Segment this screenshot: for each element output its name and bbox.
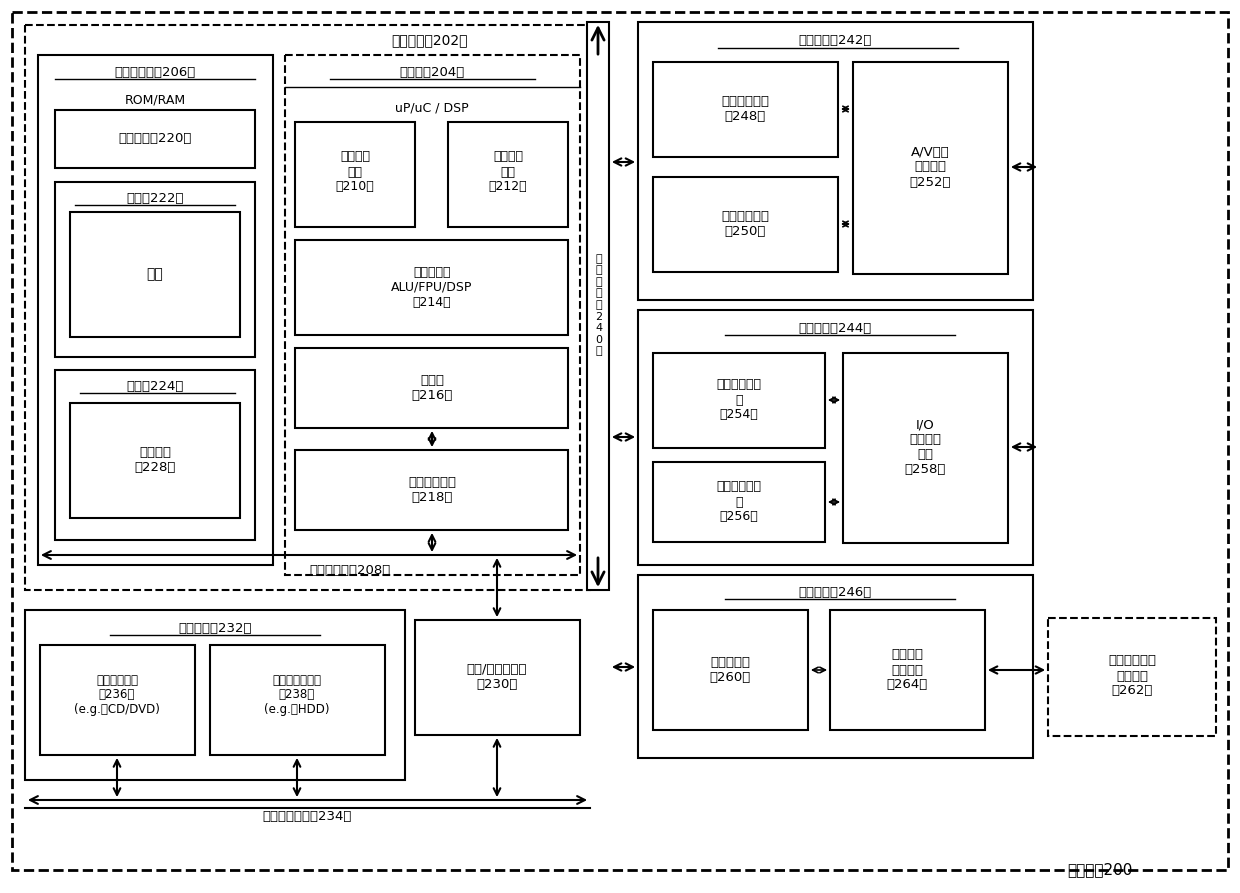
Text: 二级高速
缓存
（212）: 二级高速 缓存 （212） [489, 151, 527, 194]
Text: 总
口
总
线
（
2
4
0
）: 总 口 总 线 （ 2 4 0 ） [595, 254, 603, 356]
Bar [653, 462, 825, 542]
Text: 程序数据
（228）: 程序数据 （228） [134, 446, 176, 474]
Bar [25, 610, 405, 780]
Text: 系统存储器（206）: 系统存储器（206） [114, 65, 196, 79]
Text: 其他计算设备
（多个）
（262）: 其他计算设备 （多个） （262） [1109, 655, 1156, 697]
Text: 储存设备（232）: 储存设备（232） [179, 622, 252, 635]
Text: ROM/RAM: ROM/RAM [124, 94, 186, 106]
Bar [1048, 618, 1216, 736]
Bar [40, 645, 195, 755]
Bar [639, 22, 1033, 300]
Text: 网络控制器
（260）: 网络控制器 （260） [709, 656, 750, 684]
Text: 图像处理单元
（248）: 图像处理单元 （248） [720, 95, 769, 123]
Text: 并行接口控制
器
（256）: 并行接口控制 器 （256） [717, 480, 761, 523]
Bar [55, 370, 255, 540]
Bar [639, 575, 1033, 758]
Bar [653, 177, 838, 272]
Text: 外围接口（244）: 外围接口（244） [799, 321, 872, 335]
Text: 通信设备（246）: 通信设备（246） [799, 586, 872, 598]
Text: 一级高速
缓存
（210）: 一级高速 缓存 （210） [336, 151, 374, 194]
Text: 计算设备200: 计算设备200 [1068, 863, 1132, 878]
Bar [295, 122, 415, 227]
Text: 存储器总线（208）: 存储器总线（208） [309, 563, 391, 577]
Bar [587, 22, 609, 590]
Bar [295, 450, 568, 530]
Text: 串行接口控制
器
（254）: 串行接口控制 器 （254） [717, 379, 761, 421]
Bar [448, 122, 568, 227]
Text: I/O
端口（多
个）
（258）: I/O 端口（多 个） （258） [904, 418, 946, 476]
Bar [415, 620, 580, 735]
Bar [853, 62, 1008, 274]
Bar [55, 182, 255, 357]
Text: 通信端口
（多个）
（264）: 通信端口 （多个） （264） [887, 648, 928, 691]
Bar [285, 55, 580, 575]
Bar [653, 610, 808, 730]
Bar [653, 353, 825, 448]
Bar [639, 310, 1033, 565]
Text: 可移除储存器
（236）
(e.g.，CD/DVD): 可移除储存器 （236） (e.g.，CD/DVD) [74, 673, 160, 716]
Text: 处理器（204）: 处理器（204） [399, 65, 465, 79]
Bar [69, 403, 241, 518]
Bar [295, 240, 568, 335]
Bar [830, 610, 985, 730]
Bar [843, 353, 1008, 543]
Text: 处理器核心
ALU/FPU/DSP
（214）: 处理器核心 ALU/FPU/DSP （214） [392, 265, 472, 308]
Text: 总线/接口控制器
（230）: 总线/接口控制器 （230） [466, 663, 527, 691]
Text: 储存接口总线（234）: 储存接口总线（234） [263, 811, 352, 823]
Text: 存储器控制器
（218）: 存储器控制器 （218） [408, 476, 456, 504]
Bar [210, 645, 384, 755]
Bar [25, 25, 590, 590]
Text: 不可移除储存器
（238）
(e.g.，HDD): 不可移除储存器 （238） (e.g.，HDD) [264, 673, 330, 716]
Text: A/V端口
（多个）
（252）: A/V端口 （多个） （252） [909, 146, 951, 188]
Text: 音频处理单元
（250）: 音频处理单元 （250） [720, 210, 769, 238]
Bar [295, 348, 568, 428]
Text: 指令: 指令 [146, 267, 164, 281]
Bar [55, 110, 255, 168]
Text: 数据（224）: 数据（224） [126, 380, 184, 393]
Text: uP/uC / DSP: uP/uC / DSP [396, 102, 469, 114]
Bar [69, 212, 241, 337]
Text: 输出设备（242）: 输出设备（242） [799, 34, 872, 46]
Text: 程序（222）: 程序（222） [126, 191, 184, 204]
Text: 基本配置（202）: 基本配置（202） [392, 33, 469, 47]
Text: 操作系统（220）: 操作系统（220） [118, 132, 192, 146]
Text: 寄存器
（216）: 寄存器 （216） [412, 374, 453, 402]
Bar [38, 55, 273, 565]
Bar [653, 62, 838, 157]
